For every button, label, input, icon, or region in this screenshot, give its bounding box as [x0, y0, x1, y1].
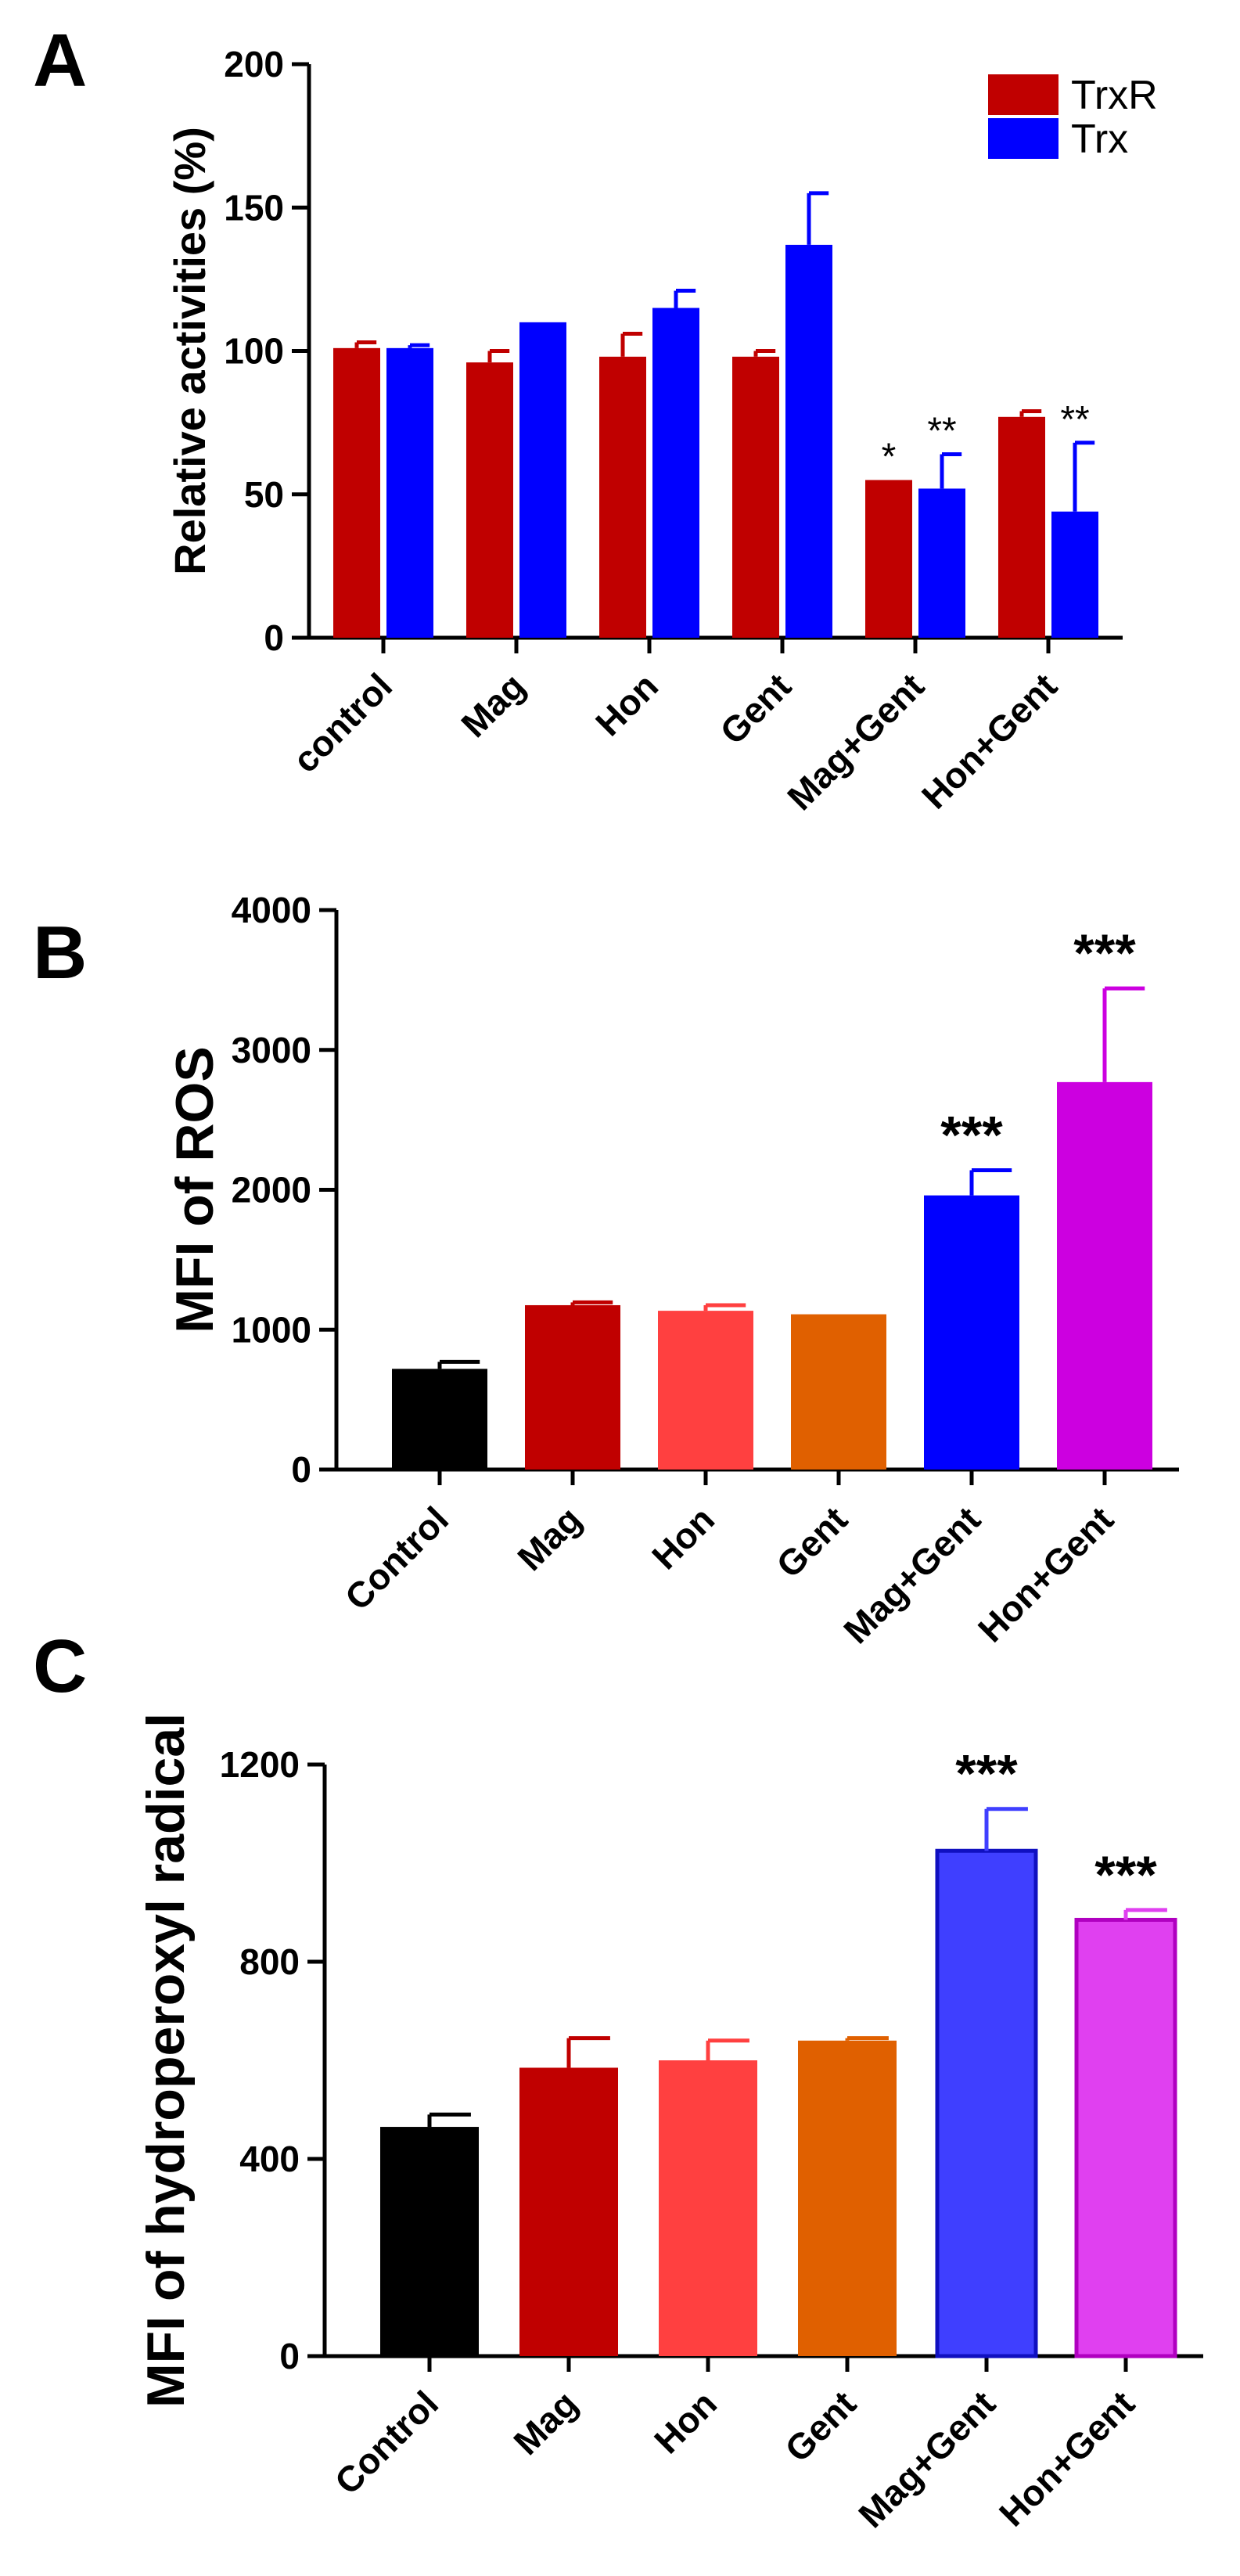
bar-trxr-gent: [732, 356, 779, 638]
bar-hon: [659, 2060, 757, 2356]
y-tick-label: 4000: [232, 890, 311, 930]
bar-hon-gent: [1074, 1917, 1177, 2358]
y-tick-label: 150: [224, 187, 284, 228]
bar-trx-control: [386, 347, 433, 638]
bar-trx-hon-gent: [1051, 511, 1098, 638]
x-tick-label-hon: Hon: [588, 665, 666, 743]
y-tick-label: 0: [264, 617, 284, 658]
bar-gent: [791, 1314, 886, 1470]
y-tick-label: 200: [224, 44, 284, 85]
y-tick-label: 3000: [232, 1030, 311, 1070]
x-tick-label-hon: Hon: [644, 1498, 722, 1577]
significance-marker: *: [882, 436, 897, 477]
x-tick-label-control: control: [285, 665, 400, 780]
bar-trx-gent: [785, 244, 832, 638]
y-tick-label: 1000: [232, 1309, 311, 1350]
legend-label-trx: Trx: [1071, 117, 1128, 162]
y-tick-label: 2000: [232, 1170, 311, 1211]
chart-a-relative-activities: 0 50 100 150 200 Relative activities (%) contr…: [165, 44, 1158, 818]
significance-marker: **: [1060, 399, 1089, 441]
bar-mag-gent: [935, 1848, 1038, 2358]
y-axis-label: MFI of ROS: [165, 1046, 225, 1333]
y-tick-label: 100: [224, 331, 284, 372]
panel-letter-a: A: [33, 19, 87, 103]
significance-marker: ***: [940, 1105, 1003, 1164]
y-tick-label: 1200: [220, 1744, 300, 1785]
bar-trxr-hon-gent: [998, 416, 1045, 638]
bar-mag-gent: [924, 1195, 1019, 1470]
y-axis-label: Relative activities (%): [165, 127, 214, 575]
bar-trxr-mag-gent: [865, 480, 912, 638]
x-tick-label-mag: Mag: [453, 665, 533, 745]
bar-trxr-mag: [466, 362, 513, 638]
significance-marker: ***: [955, 1744, 1018, 1804]
significance-marker: ***: [1073, 923, 1136, 983]
bar-hon-gent: [1057, 1081, 1152, 1470]
x-tick-label-gent: Gent: [712, 665, 799, 752]
bar-gent: [798, 2040, 897, 2356]
panel-letter-c: C: [33, 1624, 87, 1708]
x-tick-label-hon-gent: Hon+Gent: [970, 1498, 1121, 1650]
bar-trx-mag-gent: [918, 488, 965, 638]
y-axis-label: MFI of hydroperoxyl radical: [136, 1713, 196, 2408]
x-tick-label-control: Control: [327, 2383, 446, 2502]
x-tick-label-mag-gent: Mag+Gent: [779, 665, 932, 818]
legend-label-trxr: TrxR: [1071, 73, 1158, 118]
chart-b-mfi-ros: 0 1000 2000 3000 4000 MFI of ROS Control Mag Hon…: [165, 890, 1179, 1651]
panel-letter-b: B: [33, 911, 87, 995]
x-tick-label-mag: Mag: [505, 2383, 585, 2463]
y-tick-label: 50: [244, 474, 284, 515]
bar-control: [380, 2127, 479, 2356]
x-tick-label-gent: Gent: [768, 1498, 855, 1585]
bar-trxr-control: [333, 347, 380, 638]
bar-mag: [519, 2067, 618, 2356]
significance-marker: **: [927, 410, 956, 452]
y-tick-label: 0: [291, 1449, 311, 1490]
x-tick-label-mag: Mag: [509, 1498, 589, 1578]
bar-control: [392, 1369, 487, 1470]
legend-swatch-trx: [988, 118, 1058, 159]
y-tick-label: 400: [239, 2139, 300, 2179]
x-tick-label-hon-gent: Hon+Gent: [991, 2383, 1142, 2534]
bar-hon: [658, 1311, 753, 1470]
x-tick-label-hon-gent: Hon+Gent: [914, 665, 1065, 816]
x-tick-label-hon: Hon: [646, 2383, 724, 2461]
bar-trxr-hon: [599, 356, 646, 638]
x-tick-label-control: Control: [337, 1498, 456, 1617]
y-tick-label: 800: [239, 1941, 300, 1982]
legend-swatch-trxr: [988, 74, 1058, 115]
x-tick-label-gent: Gent: [777, 2383, 864, 2470]
y-tick-label: 0: [279, 2336, 300, 2376]
bar-trx-hon: [652, 308, 699, 638]
chart-c-mfi-hydroperoxyl: 0 400 800 1200 MFI of hydroperoxyl radical Co…: [136, 1713, 1203, 2535]
significance-marker: ***: [1094, 1845, 1157, 1905]
bar-mag: [525, 1304, 620, 1470]
x-tick-label-mag-gent: Mag+Gent: [836, 1498, 988, 1651]
bar-trx-mag: [519, 322, 566, 638]
x-tick-label-mag-gent: Mag+Gent: [850, 2383, 1003, 2535]
